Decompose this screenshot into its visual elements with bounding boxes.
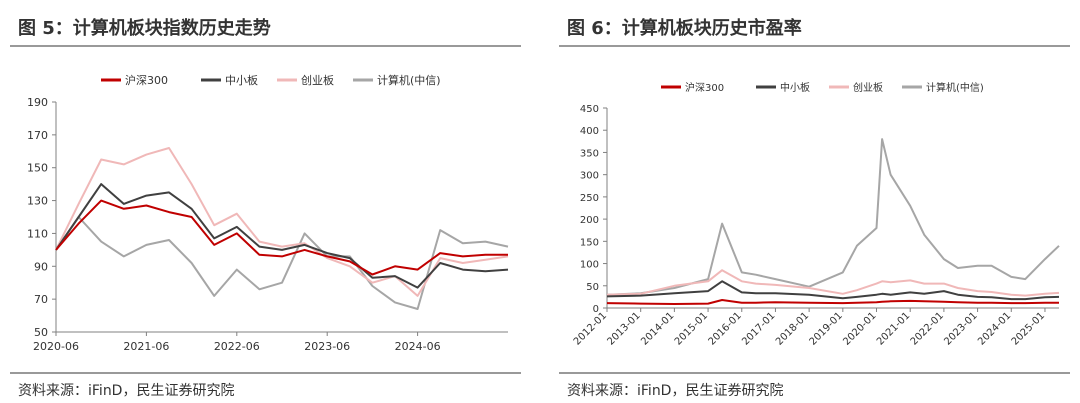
series-line-1 xyxy=(55,183,509,289)
x-tick-label: 2023-06 xyxy=(304,340,350,353)
y-tick-label: 130 xyxy=(27,195,48,208)
x-tick-label: 2016-01 xyxy=(707,310,744,347)
x-tick-label: 2012-01 xyxy=(572,310,609,347)
chart-svg: 50 70 90 110 130 150 170 190 2020-06 2021-06 2022-… xyxy=(27,73,509,353)
figure-5-title: 图 5：计算机板块指数历史走势 xyxy=(18,18,271,39)
figure-6-panel: 图 6：计算机板块历史市盈率 0 50 100 150 200 250 300 350 400 4… xyxy=(549,0,1080,403)
legend-item-0: 沪深300 xyxy=(101,73,168,87)
figure-5-source-rule xyxy=(10,372,521,374)
x-tick-label: 2014-01 xyxy=(639,310,676,347)
y-tick-label: 450 xyxy=(580,104,599,115)
legend-item-0: 沪深300 xyxy=(661,81,724,94)
legend-item-1: 中小板 xyxy=(201,73,258,87)
legend-item-2: 创业板 xyxy=(277,73,334,87)
legend-label: 中小板 xyxy=(780,81,810,94)
x-tick-label: 2024-01 xyxy=(976,310,1013,347)
legend-item-2: 创业板 xyxy=(829,81,883,94)
legend-item-3: 计算机(中信) xyxy=(353,73,441,87)
y-tick-label: 190 xyxy=(27,96,48,109)
legend-label: 计算机(中信) xyxy=(926,81,984,94)
y-tick-label: 150 xyxy=(580,237,599,248)
y-tick-label: 200 xyxy=(580,215,599,226)
x-tick-label: 2015-01 xyxy=(673,310,710,347)
series-line-3 xyxy=(55,216,509,310)
x-tick-label: 2013-01 xyxy=(605,310,642,347)
x-tick-label: 2022-06 xyxy=(214,340,260,353)
series-line-2 xyxy=(55,147,509,297)
series-line-0 xyxy=(55,199,508,276)
x-tick-label: 2021-01 xyxy=(875,310,912,347)
figure-6-title-rule xyxy=(559,45,1070,47)
y-tick-label: 70 xyxy=(34,293,48,306)
legend-label: 沪深300 xyxy=(685,81,724,94)
legend-label: 沪深300 xyxy=(125,73,168,87)
x-tick-label: 2025-01 xyxy=(1010,310,1047,347)
y-tick-label: 170 xyxy=(27,129,48,142)
x-tick-label: 2019-01 xyxy=(808,310,845,347)
x-tick-label: 2024-06 xyxy=(395,340,441,353)
legend-label: 计算机(中信) xyxy=(377,73,441,87)
y-tick-label: 400 xyxy=(580,126,599,137)
figure-6-source-rule xyxy=(559,372,1070,374)
figure-6-title: 图 6：计算机板块历史市盈率 xyxy=(567,18,802,39)
x-tick-label: 2018-01 xyxy=(774,310,811,347)
figure-5-chart: 50 70 90 110 130 150 170 190 2020-06 2021-06 2022-… xyxy=(10,58,521,368)
legend-label: 中小板 xyxy=(225,73,258,87)
y-tick-label: 100 xyxy=(580,260,599,271)
figure-5-title-rule xyxy=(10,45,521,47)
x-tick-label: 2017-01 xyxy=(740,310,777,347)
x-tick-label: 2023-01 xyxy=(942,310,979,347)
series-line-3 xyxy=(606,138,1060,296)
y-tick-label: 350 xyxy=(580,148,599,159)
series-line-0 xyxy=(606,299,1059,305)
x-tick-label: 2022-01 xyxy=(909,310,946,347)
series-line-1 xyxy=(606,280,1060,301)
y-tick-label: 90 xyxy=(34,260,48,273)
x-tick-label: 2020-01 xyxy=(841,310,878,347)
y-tick-label: 150 xyxy=(27,162,48,175)
y-tick-label: 250 xyxy=(580,193,599,204)
figure-6-source: 资料来源：iFinD，民生证券研究院 xyxy=(567,383,784,399)
legend-item-1: 中小板 xyxy=(756,81,810,94)
legend-label: 创业板 xyxy=(301,73,334,87)
legend-label: 创业板 xyxy=(853,81,883,94)
y-tick-label: 110 xyxy=(27,227,48,240)
y-tick-label: 50 xyxy=(586,282,599,293)
series-line-2 xyxy=(606,269,1060,297)
y-tick-label: 0 xyxy=(593,304,599,315)
x-tick-label: 2021-06 xyxy=(123,340,169,353)
y-tick-label: 300 xyxy=(580,171,599,182)
y-tick-label: 50 xyxy=(34,326,48,339)
figure-5-source: 资料来源：iFinD，民生证券研究院 xyxy=(18,383,235,399)
figure-5-panel: 图 5：计算机板块指数历史走势 50 70 90 110 130 150 170 190 202… xyxy=(0,0,531,403)
x-tick-label: 2020-06 xyxy=(33,340,79,353)
chart-svg: 0 50 100 150 200 250 300 350 400 450 2012-012013-0… xyxy=(572,81,1060,348)
legend-item-3: 计算机(中信) xyxy=(902,81,984,94)
figure-6-chart: 0 50 100 150 200 250 300 350 400 450 2012-01 2013-0… xyxy=(559,58,1070,368)
